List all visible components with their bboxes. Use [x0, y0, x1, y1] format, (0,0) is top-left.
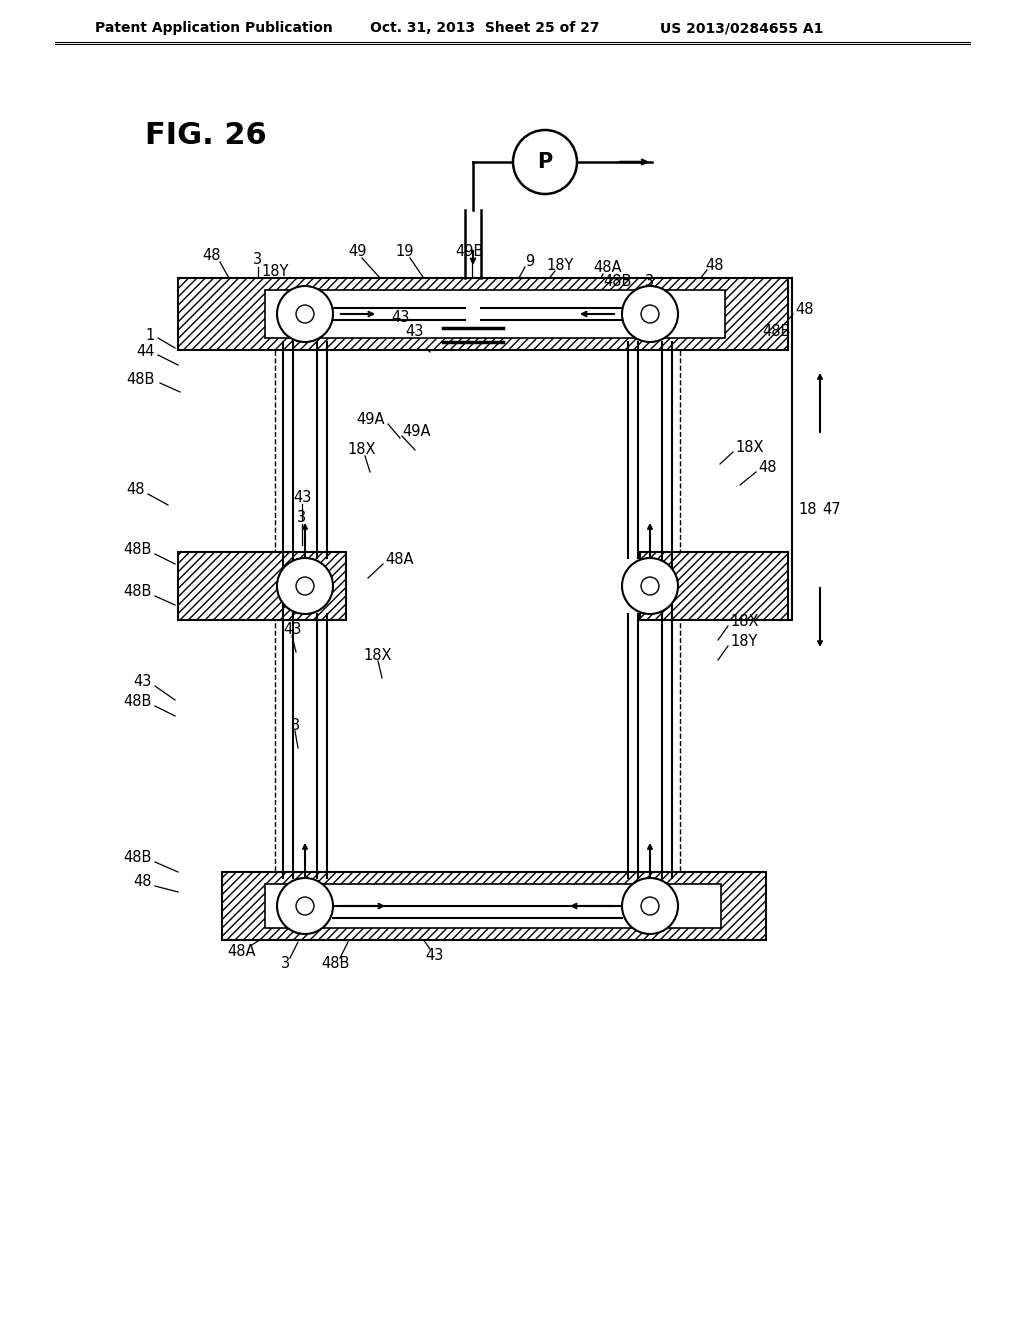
Circle shape: [296, 305, 314, 323]
Circle shape: [296, 898, 314, 915]
Text: 43: 43: [293, 491, 311, 506]
Text: 48: 48: [758, 461, 776, 475]
Text: 49B: 49B: [456, 244, 484, 260]
Text: 48B: 48B: [124, 694, 152, 710]
Bar: [640, 552, 788, 620]
Text: 3: 3: [291, 718, 300, 733]
Circle shape: [296, 577, 314, 595]
Circle shape: [278, 286, 333, 342]
Circle shape: [641, 898, 659, 915]
Text: 48B: 48B: [762, 325, 791, 339]
Text: 18X: 18X: [730, 615, 759, 630]
Text: Patent Application Publication: Patent Application Publication: [95, 21, 333, 36]
Text: 1: 1: [145, 327, 155, 342]
Circle shape: [641, 577, 659, 595]
Text: 3: 3: [645, 275, 654, 289]
Bar: [265, 290, 725, 338]
Text: 48: 48: [127, 483, 145, 498]
Text: 48B: 48B: [124, 850, 152, 866]
Text: 48: 48: [203, 248, 221, 263]
Bar: [178, 552, 346, 620]
Circle shape: [622, 878, 678, 935]
Text: 43: 43: [133, 675, 152, 689]
Text: 19: 19: [395, 244, 415, 260]
Text: 3: 3: [297, 511, 306, 525]
Text: 3: 3: [281, 957, 290, 972]
Text: 48B: 48B: [127, 372, 155, 388]
Text: 49A: 49A: [356, 412, 385, 428]
Text: 43: 43: [283, 623, 301, 638]
Text: 48A: 48A: [594, 260, 623, 276]
Text: US 2013/0284655 A1: US 2013/0284655 A1: [660, 21, 823, 36]
Text: 3: 3: [253, 252, 262, 268]
Text: 43: 43: [406, 325, 424, 339]
Bar: [222, 873, 766, 940]
Text: 48B: 48B: [604, 275, 632, 289]
Circle shape: [641, 305, 659, 323]
Text: 18Y: 18Y: [261, 264, 289, 280]
Text: 49A: 49A: [402, 425, 430, 440]
Circle shape: [622, 558, 678, 614]
Text: 18: 18: [798, 503, 816, 517]
Text: 48B: 48B: [124, 543, 152, 557]
Text: 48B: 48B: [321, 957, 349, 972]
Text: 18X: 18X: [348, 442, 376, 458]
Text: 18Y: 18Y: [547, 257, 573, 272]
Text: 48B: 48B: [124, 585, 152, 599]
Text: 43: 43: [426, 948, 444, 962]
Text: Oct. 31, 2013  Sheet 25 of 27: Oct. 31, 2013 Sheet 25 of 27: [370, 21, 599, 36]
Circle shape: [278, 558, 333, 614]
Circle shape: [278, 878, 333, 935]
Circle shape: [513, 129, 577, 194]
Bar: [178, 279, 788, 350]
Text: 18Y: 18Y: [730, 635, 758, 649]
Text: 43: 43: [391, 310, 410, 326]
Text: FIG. 26: FIG. 26: [145, 120, 266, 149]
Text: 48: 48: [795, 302, 813, 318]
Text: P: P: [538, 152, 553, 172]
Text: 9: 9: [525, 255, 535, 269]
Text: 49: 49: [349, 244, 368, 260]
Text: 48: 48: [706, 257, 724, 272]
Bar: [275, 342, 680, 878]
Text: 48A: 48A: [385, 553, 414, 568]
Text: 47: 47: [822, 503, 841, 517]
Text: 48: 48: [133, 874, 152, 890]
Text: 48A: 48A: [227, 945, 256, 960]
Text: 18X: 18X: [735, 441, 764, 455]
Bar: [265, 884, 721, 928]
Circle shape: [622, 286, 678, 342]
Text: 44: 44: [136, 345, 155, 359]
Text: 18X: 18X: [364, 648, 392, 663]
